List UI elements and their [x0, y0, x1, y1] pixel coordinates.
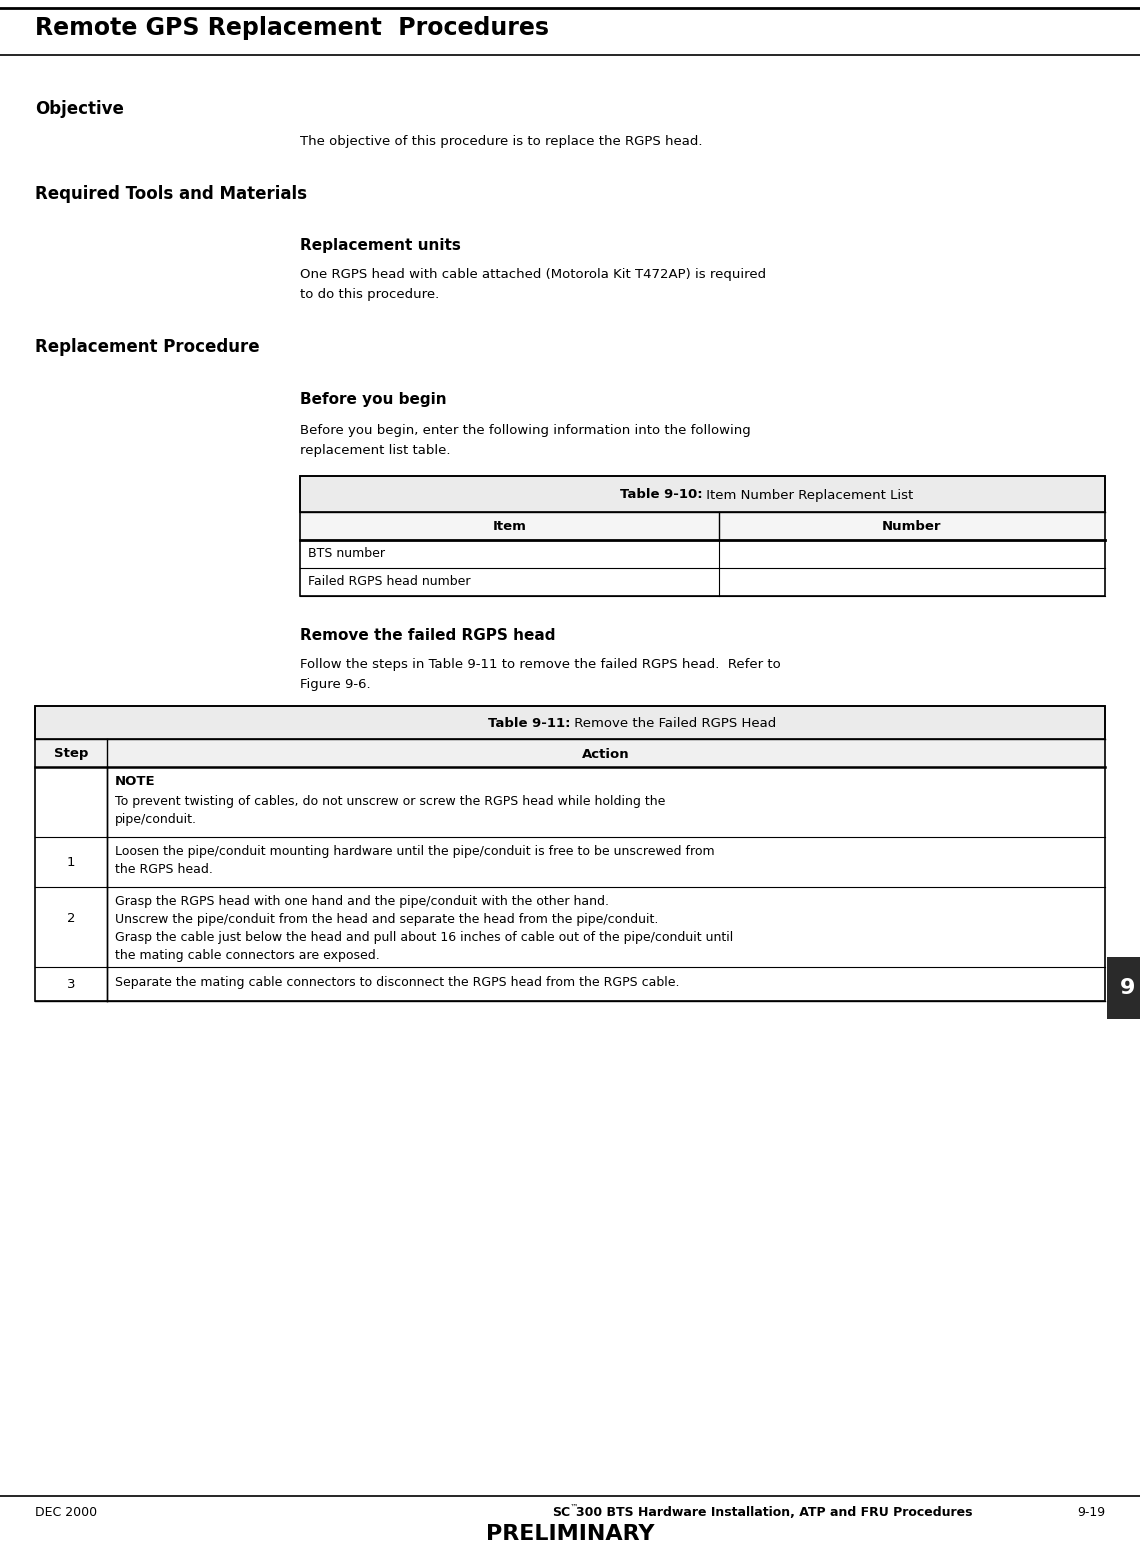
Bar [35, 740, 1105, 768]
Text: Remove the failed RGPS head: Remove the failed RGPS head [300, 628, 555, 643]
Text: NOTE: NOTE [115, 775, 156, 788]
Bar [300, 476, 1105, 511]
Text: pipe/conduit.: pipe/conduit. [115, 813, 197, 827]
Text: 2: 2 [67, 912, 75, 926]
Text: Table 9-11:: Table 9-11: [488, 716, 570, 730]
Text: Separate the mating cable connectors to disconnect the RGPS head from the RGPS c: Separate the mating cable connectors to … [115, 976, 679, 988]
Text: Remove the Failed RGPS Head: Remove the Failed RGPS Head [570, 716, 776, 730]
Text: Action: Action [583, 747, 629, 760]
Text: Replacement units: Replacement units [300, 238, 461, 253]
Bar [300, 511, 1105, 539]
Text: Item Number Replacement List: Item Number Replacement List [702, 488, 914, 502]
Text: Objective: Objective [35, 99, 124, 118]
Text: PRELIMINARY: PRELIMINARY [486, 1524, 654, 1545]
Text: Failed RGPS head number: Failed RGPS head number [308, 575, 471, 587]
Text: Step: Step [54, 747, 88, 760]
Bar [1107, 957, 1140, 1019]
Text: 9-19: 9-19 [1077, 1506, 1105, 1518]
Text: the mating cable connectors are exposed.: the mating cable connectors are exposed. [115, 949, 380, 962]
Text: 300 BTS Hardware Installation, ATP and FRU Procedures: 300 BTS Hardware Installation, ATP and F… [576, 1506, 972, 1518]
Bar [300, 476, 1105, 597]
Text: Replacement Procedure: Replacement Procedure [35, 339, 260, 356]
Text: 1: 1 [67, 856, 75, 869]
Text: Grasp the cable just below the head and pull about 16 inches of cable out of the: Grasp the cable just below the head and … [115, 931, 733, 943]
Text: Figure 9-6.: Figure 9-6. [300, 678, 370, 692]
Bar [35, 706, 1105, 1001]
Text: Before you begin, enter the following information into the following: Before you begin, enter the following in… [300, 424, 751, 437]
Text: To prevent twisting of cables, do not unscrew or screw the RGPS head while holdi: To prevent twisting of cables, do not un… [115, 796, 666, 808]
Text: One RGPS head with cable attached (Motorola Kit T472AP) is required: One RGPS head with cable attached (Motor… [300, 267, 766, 281]
Text: The objective of this procedure is to replace the RGPS head.: The objective of this procedure is to re… [300, 135, 702, 148]
Text: Follow the steps in Table 9-11 to remove the failed RGPS head.  Refer to: Follow the steps in Table 9-11 to remove… [300, 657, 781, 671]
Text: replacement list table.: replacement list table. [300, 444, 450, 457]
Text: SC: SC [552, 1506, 570, 1518]
Bar [35, 706, 1105, 740]
Text: Table 9-10:: Table 9-10: [620, 488, 702, 502]
Text: Item: Item [492, 521, 527, 533]
Text: the RGPS head.: the RGPS head. [115, 862, 213, 876]
Text: to do this procedure.: to do this procedure. [300, 287, 439, 301]
Text: 3: 3 [67, 977, 75, 990]
Text: DEC 2000: DEC 2000 [35, 1506, 97, 1518]
Text: 9: 9 [1121, 977, 1135, 998]
Text: Remote GPS Replacement  Procedures: Remote GPS Replacement Procedures [35, 16, 549, 40]
Text: Grasp the RGPS head with one hand and the pipe/conduit with the other hand.: Grasp the RGPS head with one hand and th… [115, 895, 609, 908]
Text: Number: Number [882, 521, 942, 533]
Text: Unscrew the pipe/conduit from the head and separate the head from the pipe/condu: Unscrew the pipe/conduit from the head a… [115, 914, 659, 926]
Text: Loosen the pipe/conduit mounting hardware until the pipe/conduit is free to be u: Loosen the pipe/conduit mounting hardwar… [115, 845, 715, 858]
Text: Required Tools and Materials: Required Tools and Materials [35, 185, 307, 204]
Text: BTS number: BTS number [308, 547, 385, 559]
Text: ™: ™ [570, 1503, 578, 1512]
Text: Before you begin: Before you begin [300, 392, 447, 407]
